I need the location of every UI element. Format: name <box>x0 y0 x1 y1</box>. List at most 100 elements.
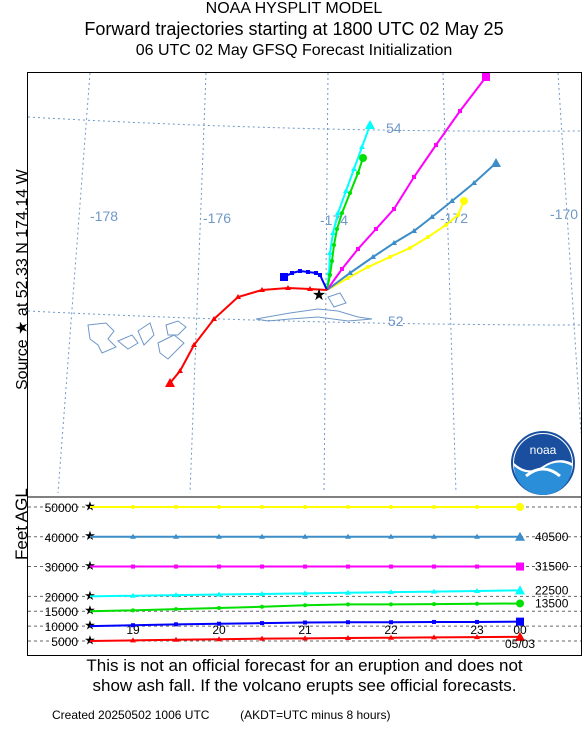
trajectory-point <box>235 294 241 299</box>
trajectory-point <box>302 635 308 641</box>
trajectory-point <box>285 285 291 290</box>
trajectory-point <box>346 602 350 607</box>
trajectory-point <box>318 273 322 277</box>
trajectory-point <box>130 592 136 598</box>
trajectory-point <box>474 533 480 539</box>
trajectory-point <box>330 259 334 263</box>
trajectory-point <box>516 562 524 571</box>
time-tick-label: 23 <box>470 623 484 637</box>
source-star-icon: ★ <box>84 558 96 573</box>
footer: Created 20250502 1006 UTC (AKDT=UTC minu… <box>52 708 391 722</box>
trajectory-point <box>431 634 437 640</box>
trajectory-point <box>332 243 336 247</box>
source-star-icon: ★ <box>84 528 96 543</box>
trajectory-point <box>216 591 222 597</box>
trajectory-point <box>392 207 396 211</box>
longitude-line-172 <box>442 73 457 493</box>
trajectory-point <box>130 533 136 539</box>
trajectory-point <box>306 270 310 274</box>
aleutian-islands <box>87 292 373 360</box>
trajectory-point <box>346 620 350 625</box>
trajectory-point <box>458 109 462 113</box>
altitude-right-label: 31500 <box>535 560 569 574</box>
source-star-icon: ★ <box>84 632 96 647</box>
trajectory-point <box>340 211 344 215</box>
trajectory-point <box>173 533 179 539</box>
trajectory-point <box>216 636 222 642</box>
source-star-icon: ★ <box>312 287 326 304</box>
time-tick-label: 19 <box>126 623 140 637</box>
time-tick-label: 20 <box>212 623 226 637</box>
trajectory-point <box>131 608 135 613</box>
date-sublabel: 05/03 <box>505 637 535 651</box>
trajectory-point <box>432 505 436 509</box>
trajectory-point <box>217 505 221 509</box>
noaa-logo-text: noaa <box>530 443 557 457</box>
map-graticule <box>28 73 581 493</box>
altitude-tick-label: 40000 <box>45 531 79 545</box>
trajectory-point <box>475 601 479 606</box>
trajectory-point <box>432 619 436 624</box>
trajectory-point <box>174 564 178 569</box>
trajectory-point <box>173 592 179 598</box>
trajectory-point <box>217 621 221 626</box>
trajectory-point <box>370 254 376 259</box>
trajectory-point <box>426 235 430 239</box>
trajectory-point <box>388 589 394 595</box>
trajectory-point <box>389 564 393 569</box>
trajectory-point <box>388 634 394 640</box>
trajectory-point <box>491 158 501 167</box>
trajectory-point <box>356 171 360 175</box>
trajectory-point <box>516 599 524 608</box>
trajectory-point <box>389 620 393 625</box>
created-timestamp: Created 20250502 1006 UTC <box>52 708 210 722</box>
model-name: NOAA HYSPLIT MODEL <box>205 0 383 17</box>
trajectory-point <box>444 223 448 227</box>
trajectory-point <box>456 213 460 217</box>
trajectory-point <box>412 175 416 179</box>
trajectory-point <box>335 227 339 231</box>
trajectory-point <box>432 602 436 607</box>
altitude-tick-label: 15000 <box>45 605 79 619</box>
altitude-tick-label: 30000 <box>45 561 79 575</box>
trajectory-point <box>345 533 351 539</box>
trajectory-point <box>343 188 349 193</box>
time-tick-label: 22 <box>384 623 398 637</box>
trajectory-point <box>431 588 437 594</box>
trajectory-point <box>515 631 525 641</box>
trajectory-point <box>280 273 288 281</box>
trajectory-point <box>347 270 353 275</box>
trajectory-point <box>303 505 307 509</box>
trajectory-point <box>131 505 135 509</box>
trajectory-point <box>217 564 221 569</box>
trajectory-point <box>345 589 351 595</box>
map-trajectories <box>165 73 501 387</box>
trajectory-point <box>130 637 136 643</box>
altitude-tick-label: 10000 <box>45 620 79 634</box>
latitude-label-52: 52 <box>388 313 404 329</box>
longitude-label-176: -176 <box>203 210 231 226</box>
trajectory-point <box>346 276 350 280</box>
trajectory-point <box>260 505 264 509</box>
trajectory-point <box>177 368 183 373</box>
trajectory-point <box>259 590 265 596</box>
trajectory-point <box>327 250 333 255</box>
disclaimer: This is not an official forecast for an … <box>27 656 582 708</box>
trajectory-point <box>174 607 178 612</box>
trajectory-point <box>482 73 490 81</box>
trajectory-point <box>388 533 394 539</box>
trajectory-point <box>330 230 336 235</box>
trajectory-point <box>389 505 393 509</box>
trajectory-point <box>260 604 264 609</box>
chart-subtitle: 06 UTC 02 May GFSQ Forecast Initializati… <box>135 42 453 59</box>
trajectory-point <box>303 564 307 569</box>
trajectory-point <box>290 271 294 275</box>
longitude-label-170: -170 <box>550 206 578 222</box>
trajectory-point <box>217 605 221 610</box>
trajectory-point <box>174 505 178 509</box>
trajectory-point <box>131 564 135 569</box>
trajectory-point <box>173 636 179 642</box>
source-star-icon: ★ <box>84 603 96 618</box>
trajectory-point <box>303 620 307 625</box>
trajectory-point <box>259 635 265 641</box>
